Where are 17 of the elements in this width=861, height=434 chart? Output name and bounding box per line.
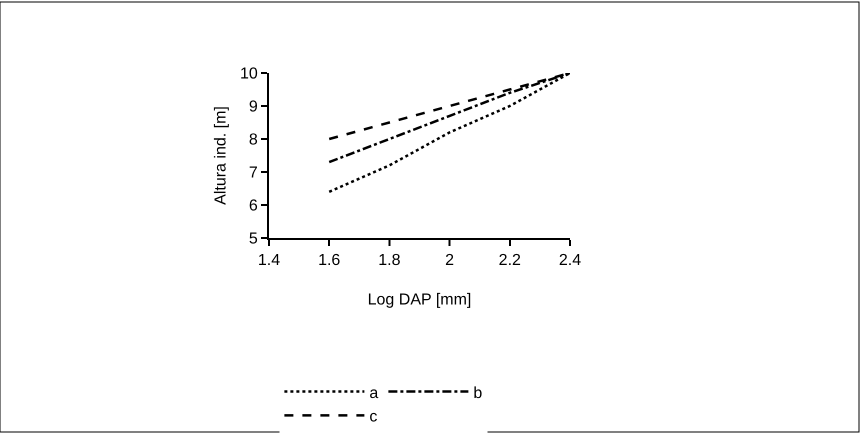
y-axis-title: Altura ind. [m] xyxy=(212,106,230,205)
y-tick-label: 6 xyxy=(248,198,258,215)
x-axis-title: Log DAP [mm] xyxy=(368,291,472,308)
y-tick-label: 9 xyxy=(248,98,258,116)
x-tick-label: 2.4 xyxy=(558,252,582,270)
x-tick-label: 1.8 xyxy=(378,252,401,270)
x-tick-label: 2.2 xyxy=(498,252,522,270)
x-tick-label: 1.4 xyxy=(258,252,280,270)
legend-label: a xyxy=(369,384,378,402)
y-tick-label: 10 xyxy=(240,66,258,83)
legend-label: c xyxy=(369,408,378,426)
y-tick-label: 5 xyxy=(248,230,258,248)
y-tick-label: 7 xyxy=(248,164,258,182)
x-tick-label: 1.6 xyxy=(318,252,340,270)
y-tick-label: 8 xyxy=(248,132,258,149)
legend-label: b xyxy=(473,384,482,402)
x-tick-label: 2 xyxy=(445,252,454,270)
